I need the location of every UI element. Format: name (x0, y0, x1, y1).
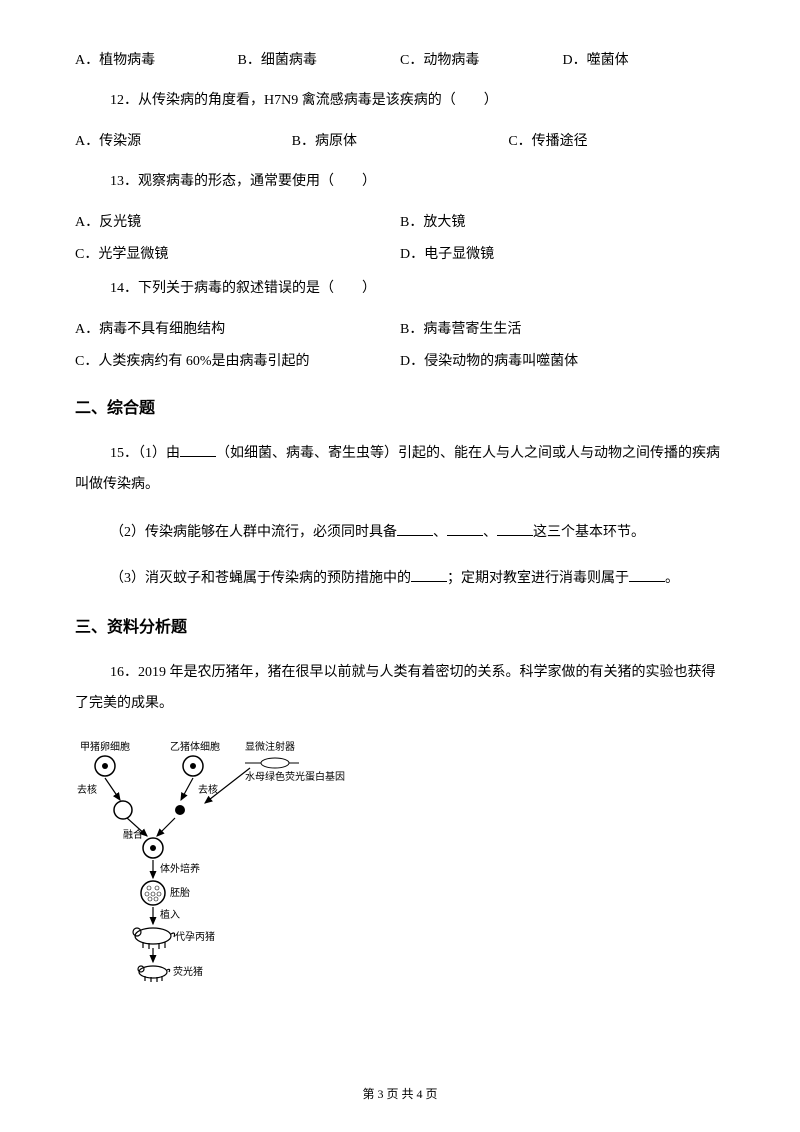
q12-option-a: A．传染源 (75, 131, 292, 153)
q15-p3c: 。 (665, 571, 679, 586)
section-3-title: 三、资料分析题 (75, 615, 725, 641)
blank (180, 443, 216, 457)
label-peiyang: 体外培养 (160, 862, 200, 875)
section-2-title: 二、综合题 (75, 396, 725, 422)
q14-option-a: A．病毒不具有细胞结构 (75, 319, 400, 341)
q13-option-c: C．光学显微镜 (75, 244, 400, 266)
blank (411, 568, 447, 582)
page-footer: 第 3 页 共 4 页 (0, 1085, 800, 1104)
q14-option-d: D．侵染动物的病毒叫噬菌体 (400, 351, 725, 373)
q11-options: A．植物病毒 B．细菌病毒 C．动物病毒 D．噬菌体 (75, 50, 725, 72)
label-gene-l1: 水母绿色荧光蛋白基因 (245, 770, 345, 783)
q11-option-a: A．植物病毒 (75, 50, 238, 72)
q13-option-b: B．放大镜 (400, 212, 725, 234)
label-yi: 乙猪体细胞 (170, 740, 220, 753)
q15-p2c: 、 (483, 525, 497, 540)
q13-options-row2: C．光学显微镜 D．电子显微镜 (75, 244, 725, 266)
label-quhe2: 去核 (198, 783, 218, 796)
label-daiyun: 代孕丙猪 (175, 931, 215, 943)
q15-p3a: （3）消灭蚊子和苍蝇属于传染病的预防措施中的 (110, 571, 411, 586)
fluorescent-pig-icon (138, 966, 170, 982)
label-quhe1: 去核 (77, 783, 97, 796)
blank (397, 522, 433, 536)
label-yingguang: 荧光猪 (173, 965, 203, 978)
blank (497, 522, 533, 536)
q12-stem: 12．从传染病的角度看，H7N9 禽流感病毒是该疾病的（ ） (75, 90, 725, 112)
q13-options-row1: A．反光镜 B．放大镜 (75, 212, 725, 234)
blank (629, 568, 665, 582)
q14-stem: 14．下列关于病毒的叙述错误的是（ ） (75, 278, 725, 300)
q15-p2d: 这三个基本环节。 (533, 525, 645, 540)
q11-option-c: C．动物病毒 (400, 50, 563, 72)
q15-p2b: 、 (433, 525, 447, 540)
label-injector: 显微注射器 (245, 740, 295, 753)
label-jia: 甲猪卵细胞 (80, 740, 130, 753)
q11-option-b: B．细菌病毒 (238, 50, 401, 72)
q15-p1a: 15．（1）由 (110, 446, 180, 461)
q15-p3b: ；定期对教室进行消毒则属于 (447, 571, 629, 586)
q14-options-row2: C．人类疾病约有 60%是由病毒引起的 D．侵染动物的病毒叫噬菌体 (75, 351, 725, 373)
q12-option-b: B．病原体 (292, 131, 509, 153)
q12-option-c: C．传播途径 (508, 131, 725, 153)
label-peitai: 胚胎 (170, 886, 190, 899)
q13-option-d: D．电子显微镜 (400, 244, 725, 266)
q11-option-d: D．噬菌体 (563, 50, 726, 72)
q14-options-row1: A．病毒不具有细胞结构 B．病毒营寄生生活 (75, 319, 725, 341)
q16-text: 16．2019 年是农历猪年，猪在很早以前就与人类有着密切的关系。科学家做的有关… (75, 658, 725, 720)
injector-icon (245, 758, 299, 768)
cloning-diagram: 甲猪卵细胞 乙猪体细胞 显微注射器 水母绿色荧光蛋白基因 去核 去核 融合 体外… (75, 738, 725, 996)
q13-option-a: A．反光镜 (75, 212, 400, 234)
label-zhiru: 植入 (160, 908, 180, 921)
q13-stem: 13．观察病毒的形态，通常要使用（ ） (75, 171, 725, 193)
diagram-svg: 甲猪卵细胞 乙猪体细胞 显微注射器 水母绿色荧光蛋白基因 去核 去核 融合 体外… (75, 738, 345, 988)
q15-part1: 15．（1）由（如细菌、病毒、寄生虫等）引起的、能在人与人之间或人与动物之间传播… (75, 439, 725, 501)
q15-p2a: （2）传染病能够在人群中流行，必须同时具备 (110, 525, 397, 540)
q12-options: A．传染源 B．病原体 C．传播途径 (75, 131, 725, 153)
label-ronghe: 融合 (123, 828, 143, 841)
q15-part3: （3）消灭蚊子和苍蝇属于传染病的预防措施中的 ；定期对教室进行消毒则属于 。 (75, 565, 725, 593)
blank (447, 522, 483, 536)
q14-option-c: C．人类疾病约有 60%是由病毒引起的 (75, 351, 400, 373)
q15-part2: （2）传染病能够在人群中流行，必须同时具备 、 、 这三个基本环节。 (75, 519, 725, 547)
q14-option-b: B．病毒营寄生生活 (400, 319, 725, 341)
surrogate-pig-icon (133, 928, 175, 949)
